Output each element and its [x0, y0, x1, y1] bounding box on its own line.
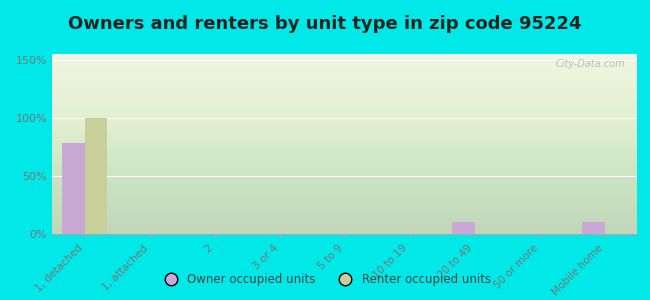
Bar — [62, 143, 84, 234]
Text: City-Data.com: City-Data.com — [556, 59, 625, 69]
Legend: Owner occupied units, Renter occupied units: Owner occupied units, Renter occupied un… — [154, 269, 496, 291]
Bar — [452, 222, 474, 234]
Bar — [84, 118, 107, 234]
Bar — [582, 222, 604, 234]
Text: Owners and renters by unit type in zip code 95224: Owners and renters by unit type in zip c… — [68, 15, 582, 33]
